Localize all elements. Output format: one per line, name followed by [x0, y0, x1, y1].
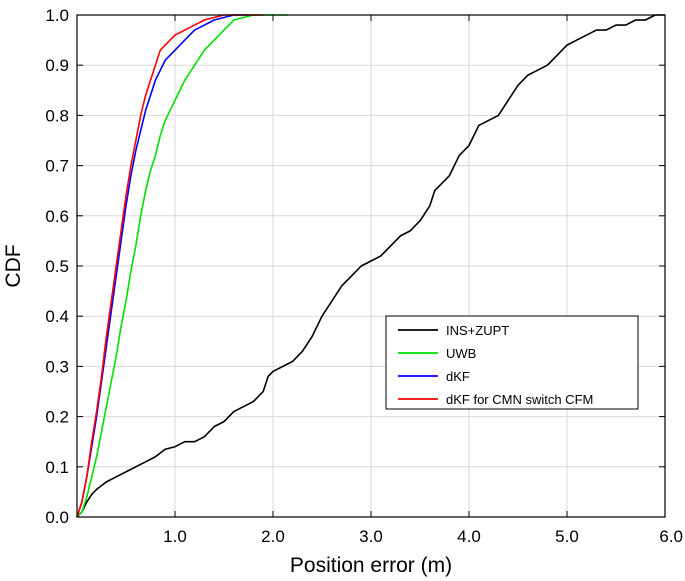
y-tick-label: 0.0 — [45, 508, 69, 527]
y-tick-label: 0.6 — [45, 207, 69, 226]
series-line-2 — [76, 14, 288, 518]
y-tick-label: 0.3 — [45, 357, 69, 376]
legend-label-2: UWB — [446, 346, 476, 361]
y-axis-label: CDF — [2, 244, 25, 287]
y-tick-label: 0.2 — [45, 408, 69, 427]
y-tick-label: 0.7 — [45, 157, 69, 176]
y-tick-label: 0.1 — [45, 458, 69, 477]
x-tick-label: 1.0 — [163, 527, 187, 546]
legend-label-3: dKF — [446, 369, 470, 384]
ticks — [77, 14, 666, 518]
legend-label-4: dKF for CMN switch CFM — [446, 392, 593, 407]
y-tick-label: 0.5 — [45, 257, 69, 276]
legend: INS+ZUPT UWB dKF dKF for CMN switch CFM — [385, 315, 639, 410]
x-tick-label: 5.0 — [555, 527, 579, 546]
x-tick-label: 2.0 — [261, 527, 285, 546]
legend-label-1: INS+ZUPT — [446, 323, 509, 338]
y-tick-label: 0.4 — [45, 307, 69, 326]
x-axis-label: Position error (m) — [290, 554, 452, 577]
series-layer — [76, 14, 665, 518]
y-tick-label: 0.8 — [45, 106, 69, 125]
x-tick-label: 6.0 — [659, 527, 683, 546]
x-tick-label: 4.0 — [457, 527, 481, 546]
series-line-1 — [76, 14, 665, 518]
series-line-4 — [76, 14, 264, 518]
y-tick-label: 1.0 — [45, 6, 69, 25]
x-tick-label: 3.0 — [359, 527, 383, 546]
legend-box — [385, 315, 639, 410]
tick-labels: 1.0 2.0 3.0 4.0 5.0 6.0 0.0 0.1 0.2 0.3 0.4 0.5 0.6 0… — [45, 6, 683, 546]
y-tick-label: 0.9 — [45, 56, 69, 75]
